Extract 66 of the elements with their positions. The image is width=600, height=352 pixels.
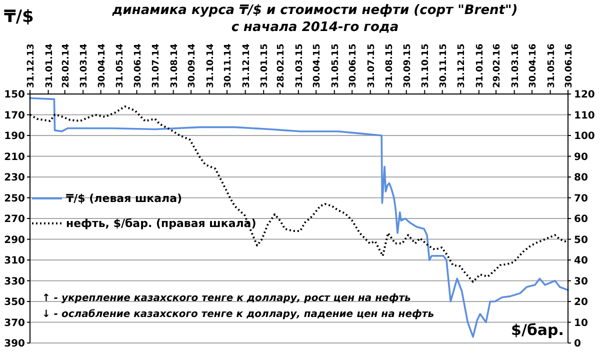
y2-tick-label: 110 (574, 110, 595, 122)
x-tick-label: 28.02.14 (61, 44, 72, 88)
x-tick-label: 30.04.14 (97, 44, 108, 88)
x-tick-label: 30.06.16 (564, 44, 574, 88)
x-tick-label: 30.09.14 (188, 44, 198, 88)
y-tick-label: 190 (4, 131, 26, 142)
y2-tick-label: 90 (574, 152, 588, 163)
y2-tick-label: 10 (574, 318, 588, 329)
y-tick-label: 150 (4, 90, 26, 100)
x-tick-label: 31.10.14 (206, 44, 216, 88)
x-tick-label: 31.08.15 (385, 44, 396, 88)
chart-subtitle: с начала 2014-го года (231, 20, 399, 35)
y2-tick-label: 100 (574, 131, 595, 142)
x-tick-label: 31.05.15 (330, 44, 341, 88)
x-tick-label: 31.10.15 (421, 44, 432, 88)
x-tick-label: 31.01.15 (260, 44, 270, 88)
x-tick-label: 31.05.16 (546, 44, 557, 88)
y2-tick-label: 30 (574, 276, 588, 288)
y-tick-label: 310 (4, 256, 26, 266)
chart-title: динамика курса ₸/$ и стоимости нефти (сорт "Brent") (111, 3, 518, 18)
x-tick-label: 30.11.15 (438, 44, 449, 88)
annotation: ↑ - укрепление казахского тенге к доллару, рост цен на нефть (42, 293, 411, 304)
y2-tick-label: 120 (574, 90, 595, 100)
x-tick-label: 29.02.16 (492, 44, 503, 88)
x-tick-label: 31.03.15 (294, 44, 305, 88)
annotation: ↓ - ослабление казахского тенге к доллару, падение цен на нефть (42, 309, 434, 320)
x-tick-label: 31.08.14 (170, 44, 180, 88)
x-tick-label: 31.01.14 (44, 44, 55, 88)
x-tick-label: 31.12.13 (26, 44, 36, 88)
y-tick-label: 370 (4, 318, 26, 329)
y-tick-label: 390 (4, 338, 26, 350)
y-tick-label: 170 (4, 110, 26, 122)
x-tick-label: 30.04.15 (312, 44, 323, 88)
y2-tick-label: 80 (574, 172, 588, 184)
y-tick-label: 330 (4, 276, 26, 288)
y-tick-label: 210 (4, 152, 26, 163)
y2-tick-label: 70 (574, 193, 588, 204)
y-tick-label: 250 (4, 193, 26, 204)
y-tick-label: 270 (4, 214, 26, 225)
x-tick-label: 30.06.14 (133, 44, 144, 88)
x-tick-label: 30.04.16 (528, 44, 539, 88)
x-tick-label: 28.02.15 (276, 44, 287, 88)
y-tick-label: 350 (4, 297, 26, 308)
y2-tick-label: 50 (574, 234, 588, 246)
legend-label: ₸/$ (левая шкала) (66, 192, 182, 206)
x-tick-label: 30.11.14 (224, 44, 234, 88)
x-tick-label: 31.05.14 (116, 44, 126, 88)
y-tick-label: 230 (4, 172, 26, 184)
y2-tick-label: 20 (574, 297, 588, 308)
y-tick-label: 290 (4, 234, 26, 246)
x-tick-label: 31.03.14 (80, 44, 90, 88)
x-tick-label: 30.06.15 (348, 44, 359, 88)
y-axis-title: ₸/$ (4, 7, 34, 27)
y2-tick-label: 0 (574, 338, 581, 350)
y2-tick-label: 40 (574, 256, 588, 266)
x-tick-label: 31.12.14 (242, 44, 252, 88)
x-tick-label: 31.12.15 (457, 44, 468, 88)
y2-axis-title: $/бар. (511, 321, 564, 339)
legend-label: нефть, $/бар. (правая шкала) (66, 217, 256, 230)
x-tick-label: 31.03.16 (510, 44, 521, 88)
x-tick-label: 31.07.14 (152, 44, 162, 88)
line-series (29, 97, 569, 338)
y2-tick-label: 60 (574, 214, 588, 225)
x-tick-label: 31.01.16 (475, 44, 486, 88)
x-tick-label: 31.07.15 (366, 44, 377, 88)
x-tick-label: 30.09.15 (402, 44, 413, 88)
